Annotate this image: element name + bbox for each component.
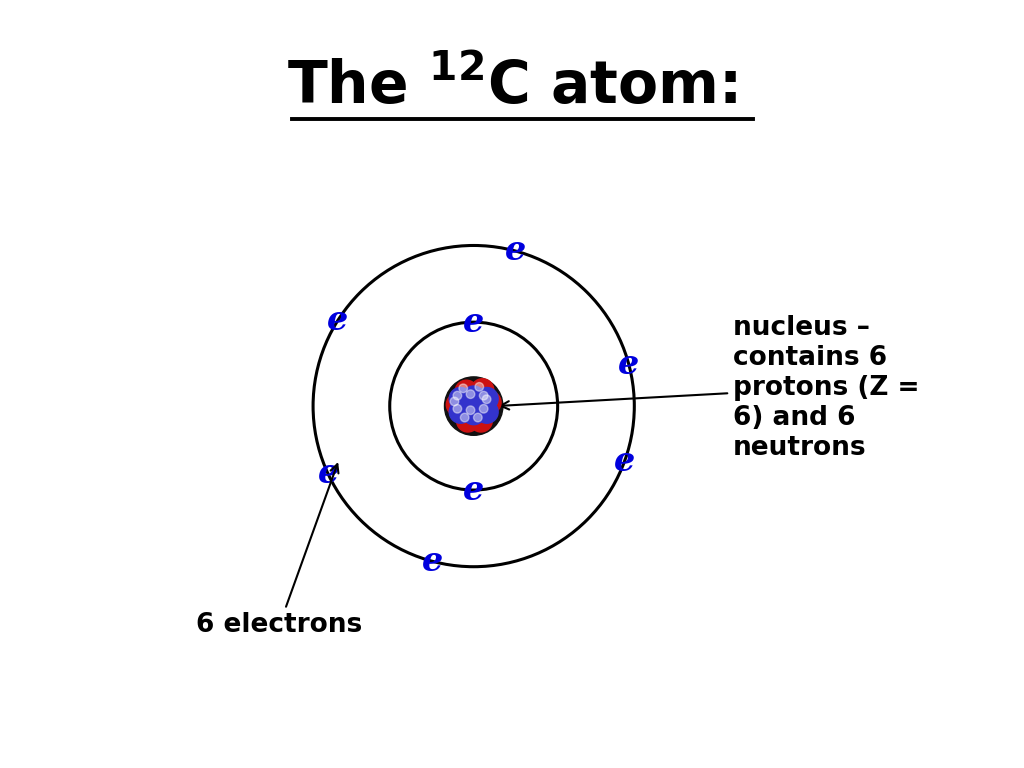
Text: e: e: [505, 234, 526, 267]
Circle shape: [463, 402, 485, 425]
Text: e: e: [327, 304, 348, 337]
Circle shape: [470, 409, 493, 432]
Circle shape: [459, 384, 468, 392]
Circle shape: [450, 401, 472, 423]
Text: The $\mathbf{^{12}}$C atom:: The $\mathbf{^{12}}$C atom:: [287, 58, 737, 116]
Circle shape: [451, 397, 459, 406]
Circle shape: [455, 380, 478, 402]
Text: e: e: [614, 445, 635, 478]
Text: nucleus –
contains 6
protons (Z =
6) and 6
neutrons: nucleus – contains 6 protons (Z = 6) and…: [501, 315, 920, 461]
Circle shape: [479, 405, 488, 413]
Text: e: e: [422, 545, 442, 578]
Text: e: e: [618, 348, 639, 381]
Circle shape: [444, 377, 503, 435]
Circle shape: [466, 406, 475, 415]
Circle shape: [473, 413, 482, 422]
Circle shape: [446, 393, 469, 416]
Text: e: e: [463, 306, 484, 339]
Circle shape: [457, 409, 479, 432]
Circle shape: [461, 413, 469, 422]
Circle shape: [475, 388, 498, 410]
Circle shape: [453, 405, 462, 413]
Circle shape: [475, 382, 483, 391]
Text: 6 electrons: 6 electrons: [197, 464, 362, 638]
Circle shape: [466, 390, 475, 399]
Circle shape: [453, 392, 462, 400]
Circle shape: [471, 379, 494, 402]
Circle shape: [478, 391, 501, 414]
Circle shape: [463, 386, 485, 409]
Text: e: e: [463, 474, 484, 507]
Circle shape: [482, 395, 490, 403]
Text: e: e: [317, 458, 339, 491]
Circle shape: [450, 388, 472, 410]
Circle shape: [475, 401, 498, 423]
Circle shape: [479, 392, 488, 400]
